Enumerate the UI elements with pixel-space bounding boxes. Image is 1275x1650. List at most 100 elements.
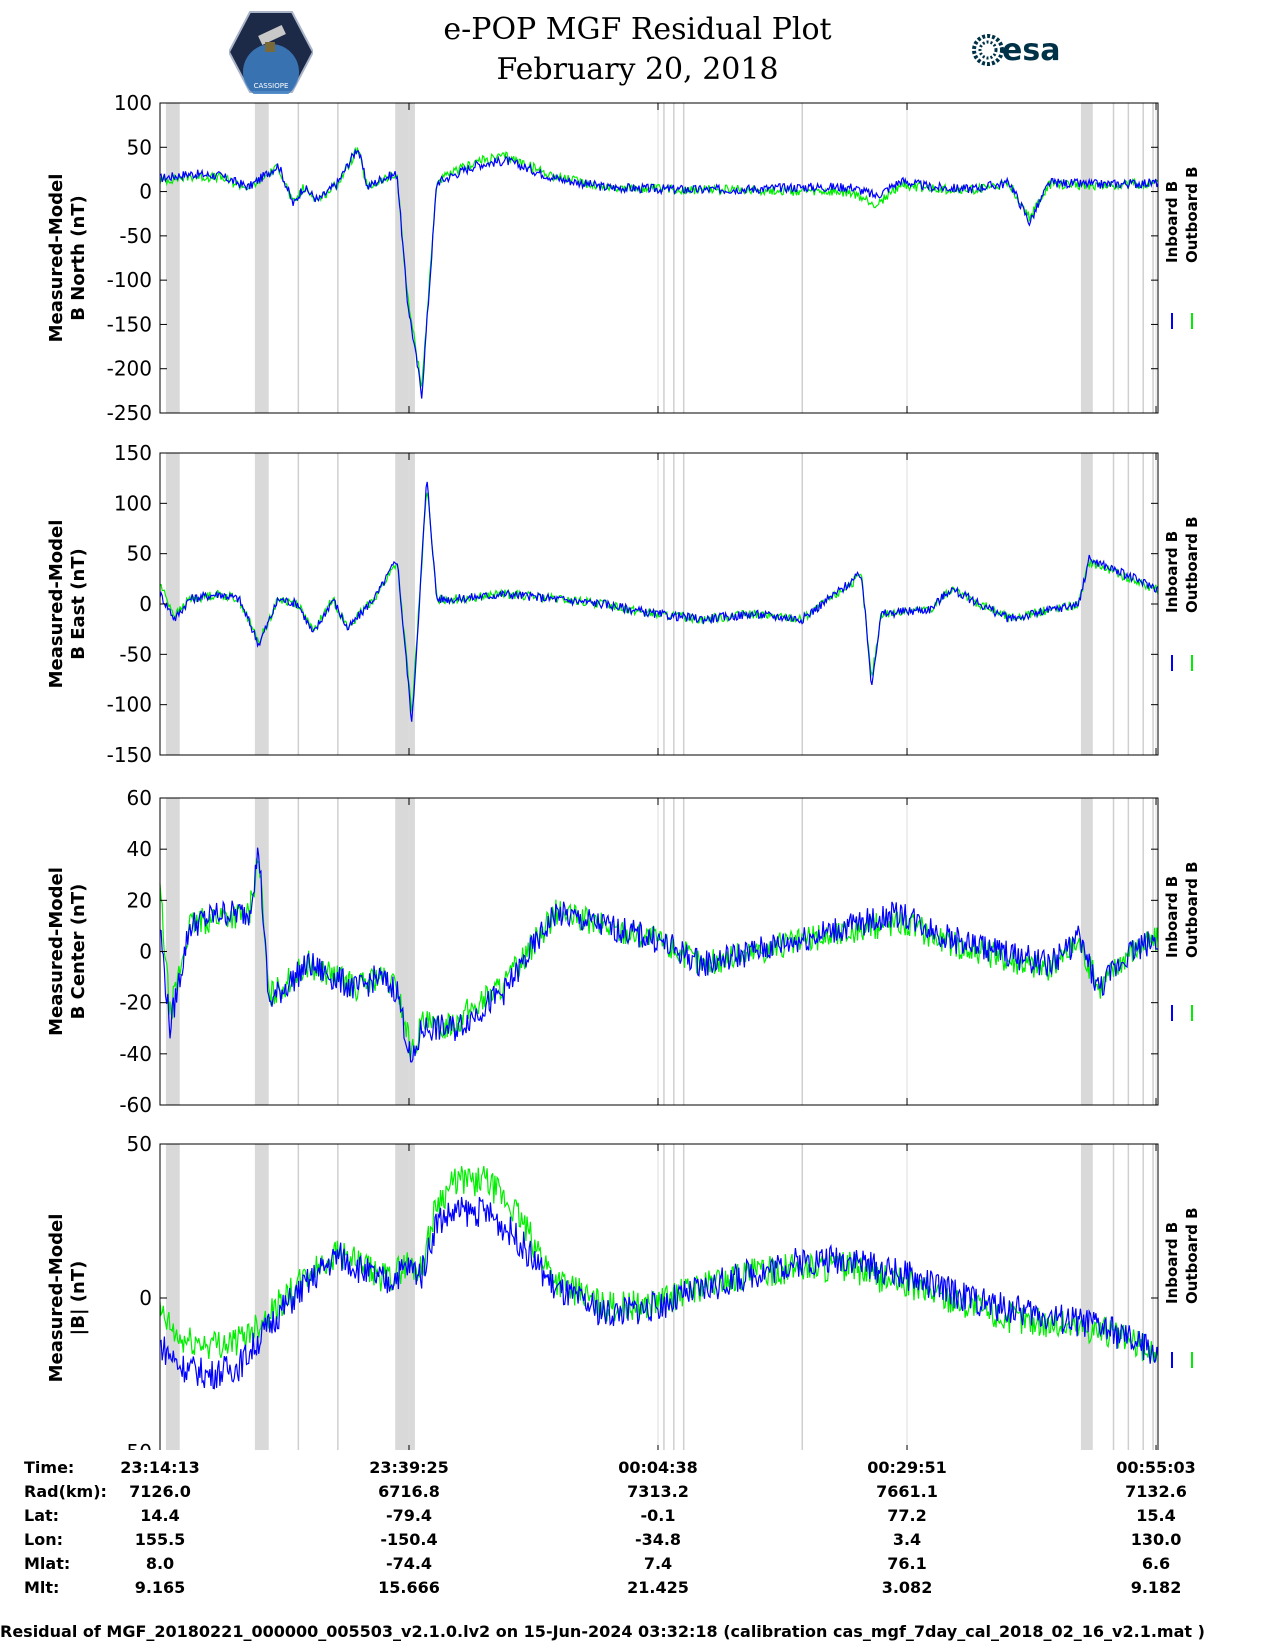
- y-tick-label: -100: [107, 693, 152, 717]
- data-gap-band: [395, 453, 415, 755]
- chart-title: e-POP MGF Residual Plot: [443, 12, 832, 47]
- ephemeris-cell: 14.4: [140, 1506, 180, 1525]
- data-gap-band: [254, 453, 269, 755]
- ephemeris-cell: 9.165: [134, 1578, 186, 1597]
- legend-label: Outboard B: [1183, 861, 1201, 958]
- y-tick-label: 50: [127, 1132, 152, 1156]
- ephemeris-table: Time: Rad(km): Lat: Lon: Mlat: Mlt: 23:14:13 71…: [0, 1458, 1275, 1618]
- ephemeris-cell: 15.666: [378, 1578, 440, 1597]
- data-gap-band: [1080, 103, 1093, 413]
- panel-1: 100 50 0 -50 -100 -150 -200 -250 Measured-ModelB…: [46, 91, 1201, 425]
- cassiope-logo: CASSIOPE: [229, 11, 313, 94]
- residual-charts: 100500-50-100-150-200-250Measured-ModelB…: [46, 91, 1201, 1450]
- y-axis-label: Measured-ModelB North (nT): [46, 174, 89, 343]
- inboard-series-line: [159, 1196, 1159, 1390]
- y-tick-label: -50: [119, 1440, 152, 1450]
- y-tick-label: 40: [127, 837, 152, 861]
- legend-label: Inboard B: [1163, 876, 1181, 958]
- legend: Inboard B Outboard B: [1163, 1207, 1201, 1368]
- data-gap-band: [165, 103, 180, 413]
- ephemeris-cell: 6.6: [1141, 1554, 1171, 1573]
- y-tick-label: 150: [114, 441, 152, 465]
- ephemeris-row-label: Mlt:: [24, 1578, 60, 1597]
- y-tick-label: -250: [107, 401, 152, 425]
- chart-date: February 20, 2018: [496, 52, 779, 87]
- legend-label: Outboard B: [1183, 516, 1201, 613]
- plot-frame: [159, 452, 1159, 756]
- ephemeris-cell: 77.2: [887, 1506, 927, 1525]
- ephemeris-row-label: Time:: [24, 1458, 75, 1477]
- data-gap-band: [1080, 1144, 1093, 1450]
- inboard-series-line: [159, 847, 1159, 1063]
- y-tick-label: 50: [127, 542, 152, 566]
- y-tick-label: -150: [107, 743, 152, 767]
- legend-label: Inboard B: [1163, 531, 1181, 613]
- data-gap-band: [395, 798, 415, 1105]
- ephemeris-cell: 3.082: [881, 1578, 933, 1597]
- data-gap-band: [1080, 798, 1093, 1105]
- y-tick-label: -50: [119, 224, 152, 248]
- data-gap-band: [254, 1144, 269, 1450]
- outboard-series-line: [159, 1166, 1159, 1362]
- inboard-series-line: [159, 481, 1159, 722]
- y-tick-label: 60: [127, 786, 152, 810]
- panel-4: 50 0 -50 Measured-Model|B| (nT) Inboard BOut…: [46, 1132, 1201, 1450]
- data-gap-band: [395, 1144, 415, 1450]
- inboard-series-line: [159, 148, 1159, 399]
- ephemeris-cell: 23:14:13: [120, 1458, 200, 1477]
- ephemeris-cell: 7126.0: [129, 1482, 191, 1501]
- y-tick-label: 100: [114, 491, 152, 515]
- ephemeris-cell: -79.4: [385, 1506, 433, 1525]
- y-tick-label: -60: [119, 1093, 152, 1117]
- panel-2: 150 100 50 0 -50 -100 -150 Measured-ModelB East…: [46, 441, 1201, 767]
- data-gap-band: [254, 798, 269, 1105]
- data-gap-band: [165, 798, 180, 1105]
- ephemeris-cell: -34.8: [634, 1530, 682, 1549]
- legend-label: Inboard B: [1163, 1222, 1181, 1304]
- ephemeris-cell: -0.1: [640, 1506, 676, 1525]
- y-tick-label: -40: [119, 1042, 152, 1066]
- y-tick-label: 0: [139, 1286, 152, 1310]
- y-tick-label: 0: [139, 940, 152, 964]
- ephemeris-cell: 15.4: [1136, 1506, 1176, 1525]
- file-info: Residual of MGF_20180221_000000_005503_v…: [0, 1622, 1205, 1641]
- ephemeris-cell: 00:55:03: [1116, 1458, 1196, 1477]
- svg-text:CASSIOPE: CASSIOPE: [254, 82, 289, 90]
- y-tick-label: -150: [107, 312, 152, 336]
- esa-logo: esa: [972, 33, 1060, 68]
- outboard-series-line: [159, 492, 1159, 712]
- y-tick-label: -100: [107, 268, 152, 292]
- ephemeris-row-label: Rad(km):: [24, 1482, 107, 1501]
- ephemeris-cell: 76.1: [887, 1554, 927, 1573]
- ephemeris-row-label: Mlat:: [24, 1554, 71, 1573]
- y-tick-label: 50: [127, 135, 152, 159]
- svg-text:esa: esa: [1002, 33, 1060, 68]
- y-tick-label: 0: [139, 592, 152, 616]
- outboard-series-line: [159, 857, 1159, 1059]
- plot-frame: [159, 102, 1159, 414]
- ephemeris-cell: 6716.8: [378, 1482, 440, 1501]
- ephemeris-cell: 7313.2: [627, 1482, 689, 1501]
- y-tick-label: 20: [127, 888, 152, 912]
- data-gap-band: [1080, 453, 1093, 755]
- data-gap-band: [165, 453, 180, 755]
- legend: Inboard B Outboard B: [1163, 516, 1201, 671]
- y-tick-label: 0: [139, 180, 152, 204]
- y-axis-label: Measured-ModelB East (nT): [46, 520, 89, 689]
- legend: Inboard B Outboard B: [1163, 166, 1201, 329]
- panel-3: 60 40 20 0 -20 -40 -60 Measured-ModelB Center (…: [46, 786, 1201, 1117]
- ephemeris-cell: 9.182: [1130, 1578, 1182, 1597]
- ephemeris-row-label: Lon:: [24, 1530, 63, 1549]
- ephemeris-cell: 130.0: [1130, 1530, 1182, 1549]
- ephemeris-cell: 23:39:25: [369, 1458, 449, 1477]
- ephemeris-cell: 8.0: [145, 1554, 175, 1573]
- ephemeris-cell: 7.4: [643, 1554, 673, 1573]
- legend-label: Outboard B: [1183, 1207, 1201, 1304]
- ephemeris-row-label: Lat:: [24, 1506, 60, 1525]
- ephemeris-cell: 7661.1: [876, 1482, 938, 1501]
- ephemeris-cell: 155.5: [134, 1530, 186, 1549]
- legend-label: Outboard B: [1183, 166, 1201, 263]
- legend: Inboard B Outboard B: [1163, 861, 1201, 1021]
- ephemeris-cell: 3.4: [892, 1530, 922, 1549]
- ephemeris-cell: 7132.6: [1125, 1482, 1187, 1501]
